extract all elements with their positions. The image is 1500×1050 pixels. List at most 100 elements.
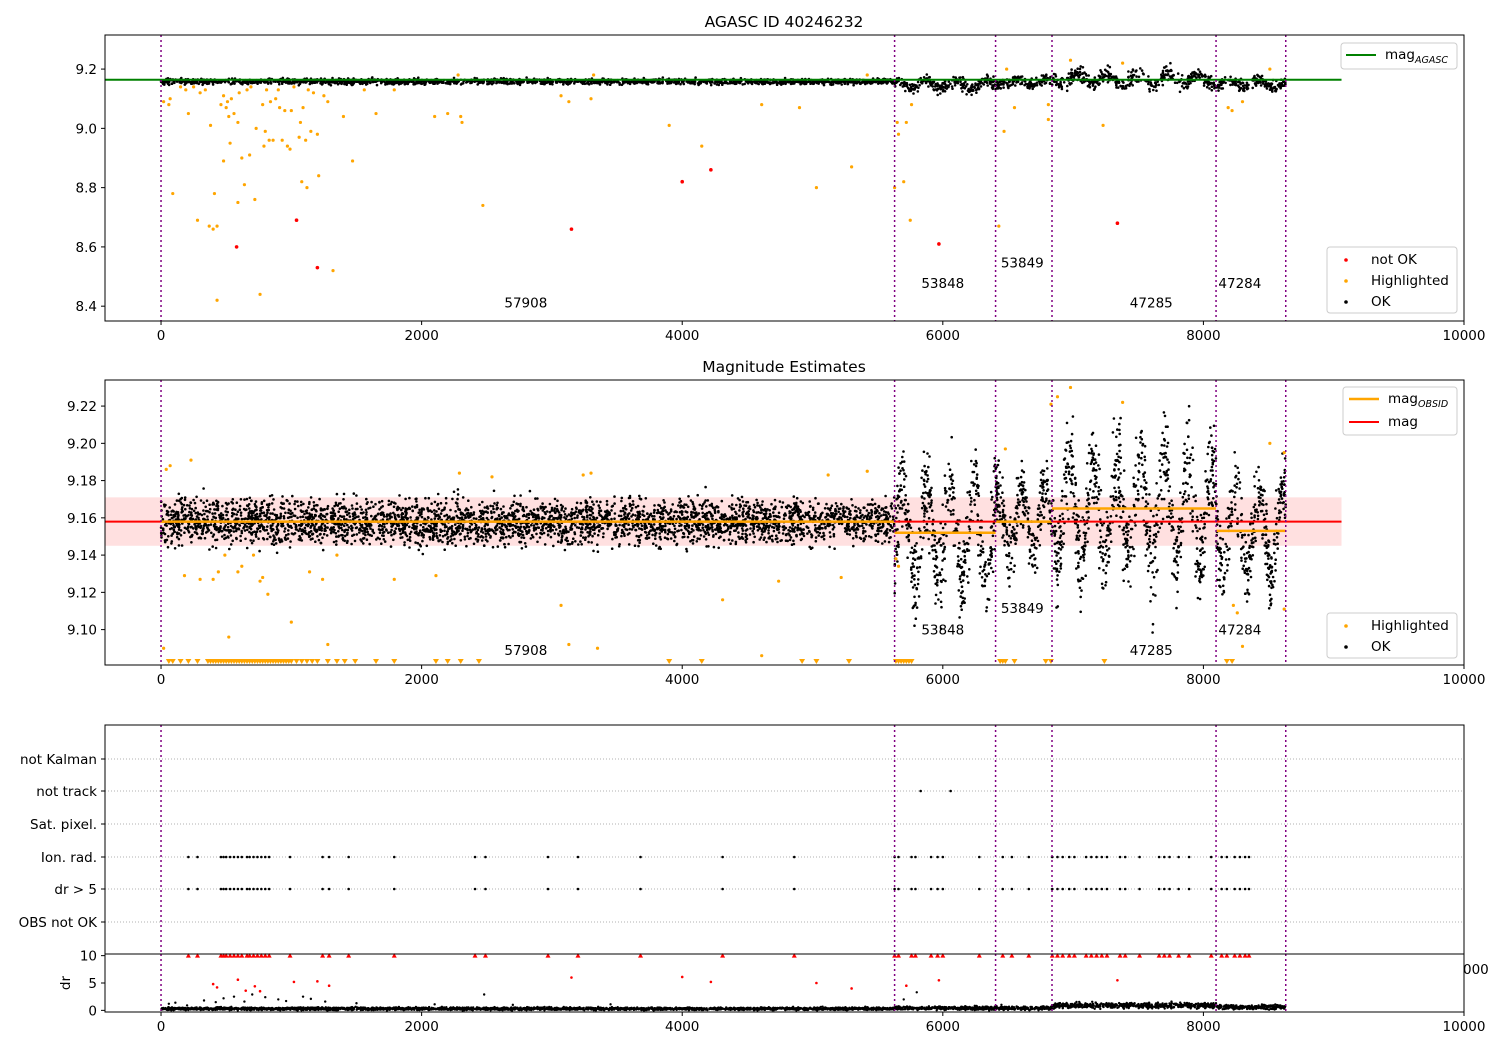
ok-point bbox=[651, 533, 654, 537]
ok-point bbox=[903, 80, 906, 84]
ok-point bbox=[814, 536, 818, 539]
ok-point bbox=[448, 539, 452, 543]
ok-point bbox=[1147, 75, 1150, 78]
ok-point bbox=[1274, 89, 1277, 93]
ok-point bbox=[927, 76, 931, 79]
ok-point bbox=[799, 500, 803, 503]
ok-point bbox=[951, 87, 954, 90]
ok-point bbox=[417, 548, 421, 552]
ok-point bbox=[1202, 84, 1206, 87]
ok-point bbox=[789, 82, 793, 86]
ok-point bbox=[293, 507, 297, 511]
ok-point bbox=[1130, 75, 1133, 78]
ok-point bbox=[579, 501, 583, 505]
highlighted-point bbox=[908, 218, 912, 222]
ok-point bbox=[1110, 75, 1114, 79]
ok-point bbox=[245, 497, 249, 501]
ok-point bbox=[211, 535, 215, 538]
ok-point bbox=[574, 506, 578, 510]
ok-point bbox=[190, 80, 193, 84]
ok-point bbox=[322, 532, 326, 536]
highlighted-point bbox=[277, 106, 282, 110]
ok-point bbox=[1251, 86, 1254, 90]
ok-point bbox=[601, 527, 605, 530]
ok-point bbox=[1149, 83, 1153, 86]
ok-point bbox=[658, 532, 661, 535]
ok-point bbox=[183, 83, 187, 86]
ok-point bbox=[828, 509, 832, 512]
ok-point bbox=[711, 517, 714, 521]
ok-point bbox=[461, 82, 465, 85]
ok-point bbox=[1195, 76, 1198, 79]
ok-point bbox=[1139, 67, 1142, 70]
ok-point bbox=[807, 510, 811, 514]
ok-point bbox=[1172, 74, 1175, 77]
ok-point bbox=[971, 83, 974, 86]
ok-point bbox=[1243, 89, 1246, 93]
ok-point bbox=[239, 498, 243, 501]
ok-point bbox=[554, 528, 558, 531]
ok-point bbox=[229, 82, 233, 86]
ok-point bbox=[1148, 87, 1151, 91]
ok-point bbox=[332, 540, 336, 544]
ok-point bbox=[215, 81, 218, 84]
ok-point bbox=[1134, 70, 1137, 73]
ok-point bbox=[807, 529, 811, 533]
ok-point bbox=[695, 540, 699, 543]
ok-point bbox=[258, 549, 261, 553]
ok-point bbox=[365, 513, 368, 516]
ok-point bbox=[704, 485, 707, 489]
ok-point bbox=[738, 505, 742, 509]
ok-point bbox=[750, 82, 754, 86]
highlighted-point bbox=[1046, 103, 1050, 107]
ok-point bbox=[408, 535, 412, 539]
ok-point bbox=[688, 531, 691, 535]
ok-point bbox=[839, 507, 842, 510]
x-tick-label: 4000 bbox=[665, 672, 699, 688]
ok-point bbox=[843, 82, 847, 85]
ok-point bbox=[493, 526, 497, 530]
ok-point bbox=[929, 82, 932, 86]
ok-point bbox=[298, 527, 302, 530]
highlighted-point bbox=[460, 120, 464, 125]
ok-point bbox=[1267, 82, 1270, 85]
ok-point bbox=[795, 496, 799, 500]
ok-point bbox=[433, 500, 437, 504]
ok-point bbox=[851, 537, 855, 540]
ok-point bbox=[854, 531, 858, 534]
ok-point bbox=[370, 514, 373, 518]
highlighted-point bbox=[276, 88, 280, 92]
ok-point bbox=[362, 542, 365, 545]
highlighted-point bbox=[171, 191, 175, 196]
ok-point bbox=[1104, 74, 1108, 78]
ok-point bbox=[572, 537, 575, 540]
ok-point bbox=[661, 80, 664, 84]
ok-point bbox=[214, 546, 218, 550]
ok-point bbox=[1135, 75, 1138, 78]
ok-point bbox=[352, 492, 356, 495]
ok-point bbox=[345, 518, 348, 521]
ok-point bbox=[456, 488, 460, 491]
ok-point bbox=[449, 508, 452, 512]
ok-point bbox=[207, 82, 211, 85]
ok-point bbox=[932, 88, 935, 91]
ok-point bbox=[546, 529, 550, 533]
highlighted-point bbox=[192, 85, 196, 89]
ok-point bbox=[1093, 76, 1097, 79]
ok-point bbox=[835, 80, 838, 84]
ok-point bbox=[1121, 84, 1125, 88]
ok-point bbox=[881, 542, 884, 545]
ok-point bbox=[658, 82, 662, 85]
ok-point bbox=[436, 82, 439, 85]
ok-point bbox=[941, 85, 945, 89]
ok-point bbox=[443, 529, 446, 533]
ok-point bbox=[690, 510, 693, 514]
ok-point bbox=[766, 81, 769, 84]
ok-point bbox=[878, 81, 882, 84]
highlighted-point bbox=[459, 114, 463, 119]
ok-point bbox=[730, 494, 734, 497]
ok-point bbox=[685, 503, 688, 507]
ok-point bbox=[610, 81, 613, 85]
ok-point bbox=[973, 85, 976, 88]
